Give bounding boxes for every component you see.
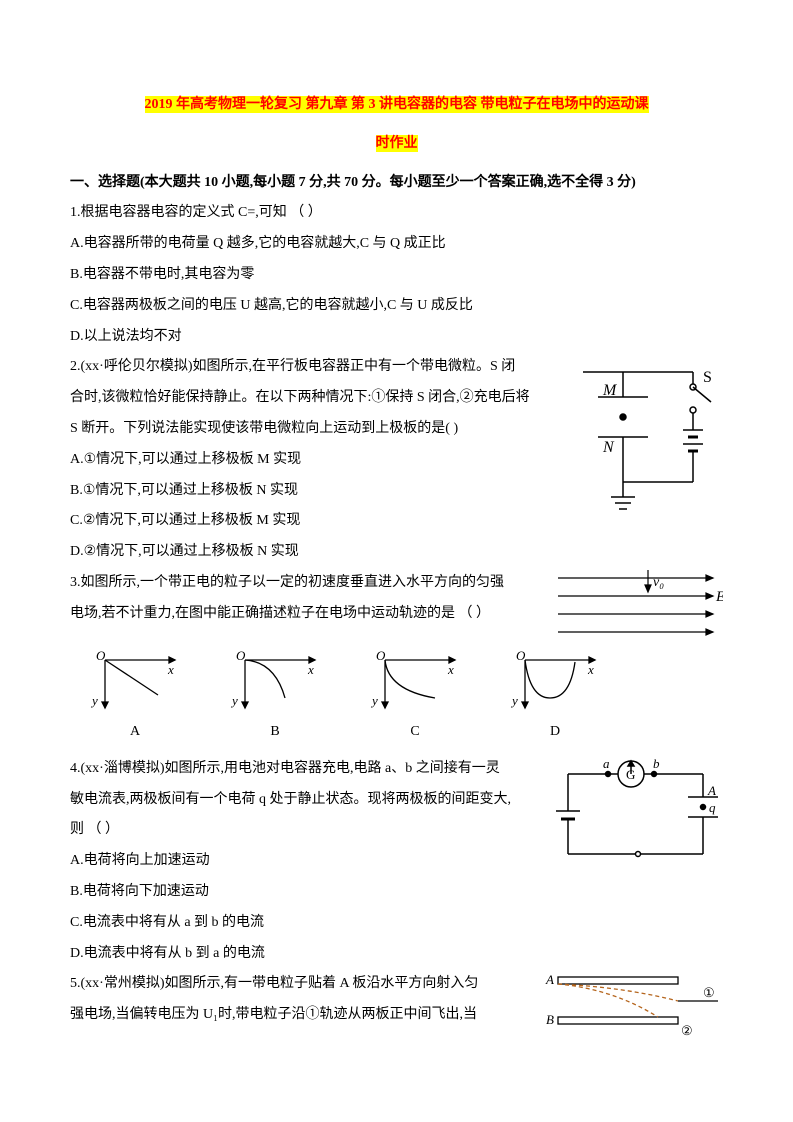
q3-text: 3.如图所示,一个带正电的粒子以一定的初速度垂直进入水平方向的匀强 电场,若不计… xyxy=(70,568,543,630)
q5-row: 5.(xx·常州模拟)如图所示,有一带电粒子贴着 A 板沿水平方向射入匀 强电场… xyxy=(70,969,723,1039)
q3-opt-d-svg: O x y xyxy=(510,650,600,715)
q5-plates-figure: A B ① ② xyxy=(543,969,723,1039)
svg-text:①: ① xyxy=(703,985,715,1000)
q3-opt-a-label: A xyxy=(90,717,180,748)
q1-opt-b: B.电容器不带电时,其电容为零 xyxy=(70,260,723,291)
svg-text:x: x xyxy=(587,662,594,677)
q2-opt-b: B.①情况下,可以通过上移极板 N 实现 xyxy=(70,476,553,507)
q4-opt-c: C.电流表中将有从 a 到 b 的电流 xyxy=(70,908,543,939)
q1-stem: 1.根据电容器电容的定义式 C=,可知 （ ） xyxy=(70,198,723,229)
q4-opt-a: A.电荷将向上加速运动 xyxy=(70,846,543,877)
q4-row: 4.(xx·淄博模拟)如图所示,用电池对电容器充电,电路 a、b 之间接有一灵 … xyxy=(70,754,723,970)
q3-stem-1: 3.如图所示,一个带正电的粒子以一定的初速度垂直进入水平方向的匀强 xyxy=(70,568,543,599)
q3-field-figure: v₀ E xyxy=(553,568,723,648)
q5-stem-2: 强电场,当偏转电压为 U₁时,带电粒子沿①轨迹从两板正中间飞出,当 xyxy=(70,1000,533,1031)
svg-text:x: x xyxy=(167,662,174,677)
q4-stem-2: 敏电流表,两极板间有一个电荷 q 处于静止状态。现将两极板的间距变大, xyxy=(70,785,543,816)
svg-text:a: a xyxy=(603,756,610,771)
svg-text:x: x xyxy=(447,662,454,677)
svg-text:E: E xyxy=(715,589,723,605)
q2-text: 2.(xx·呼伦贝尔模拟)如图所示,在平行板电容器正中有一个带电微粒。S 闭 合… xyxy=(70,352,553,568)
q5-plates-svg: A B ① ② xyxy=(543,969,723,1039)
svg-text:②: ② xyxy=(681,1023,693,1038)
q1-opt-a: A.电容器所带的电荷量 Q 越多,它的电容就越大,C 与 Q 成正比 xyxy=(70,229,723,260)
q3-opt-c-label: C xyxy=(370,717,460,748)
svg-text:y: y xyxy=(230,693,238,708)
svg-text:A: A xyxy=(545,972,554,987)
q2-opt-d: D.②情况下,可以通过上移极板 N 实现 xyxy=(70,537,553,568)
svg-text:y: y xyxy=(510,693,518,708)
q3-field-svg: v₀ E xyxy=(553,568,723,648)
q3-stem-2: 电场,若不计重力,在图中能正确描述粒子在电场中运动轨迹的是 （ ） xyxy=(70,599,543,630)
q2-stem-1: 2.(xx·呼伦贝尔模拟)如图所示,在平行板电容器正中有一个带电微粒。S 闭 xyxy=(70,352,553,383)
q3-opt-b: O x y B xyxy=(230,650,320,748)
q2-opt-c: C.②情况下,可以通过上移极板 M 实现 xyxy=(70,506,553,537)
q4-text: 4.(xx·淄博模拟)如图所示,用电池对电容器充电,电路 a、b 之间接有一灵 … xyxy=(70,754,543,970)
q4-circuit-svg: G a b A q xyxy=(553,754,723,874)
svg-text:q: q xyxy=(709,800,716,815)
title-line-2: 时作业 xyxy=(376,135,418,152)
svg-text:A: A xyxy=(707,783,716,798)
q3-opt-d: O x y D xyxy=(510,650,600,748)
q2-stem-3: S 断开。下列说法能实现使该带电微粒向上运动到上极板的是( ) xyxy=(70,414,553,445)
q5-stem-1: 5.(xx·常州模拟)如图所示,有一带电粒子贴着 A 板沿水平方向射入匀 xyxy=(70,969,533,1000)
svg-text:B: B xyxy=(546,1012,554,1027)
svg-text:S: S xyxy=(703,369,712,386)
q3-row: 3.如图所示,一个带正电的粒子以一定的初速度垂直进入水平方向的匀强 电场,若不计… xyxy=(70,568,723,648)
q4-opt-d: D.电流表中将有从 b 到 a 的电流 xyxy=(70,939,543,970)
q3-opt-b-label: B xyxy=(230,717,320,748)
q3-opt-c-svg: O x y xyxy=(370,650,460,715)
q2-circuit-svg: S M N xyxy=(563,352,723,527)
svg-text:N: N xyxy=(602,439,615,456)
svg-text:O: O xyxy=(96,650,106,663)
q4-stem-1: 4.(xx·淄博模拟)如图所示,用电池对电容器充电,电路 a、b 之间接有一灵 xyxy=(70,754,543,785)
svg-text:v₀: v₀ xyxy=(653,575,664,590)
title-block: 2019 年高考物理一轮复习 第九章 第 3 讲电容器的电容 带电粒子在电场中的… xyxy=(70,90,723,121)
q1-opt-c: C.电容器两极板之间的电压 U 越高,它的电容就越小,C 与 U 成反比 xyxy=(70,291,723,322)
svg-text:O: O xyxy=(236,650,246,663)
svg-text:y: y xyxy=(90,693,98,708)
q4-stem-3: 则 （ ） xyxy=(70,815,543,846)
q3-opt-c: O x y C xyxy=(370,650,460,748)
svg-text:M: M xyxy=(602,382,618,399)
q1-opt-d: D.以上说法均不对 xyxy=(70,322,723,353)
svg-text:x: x xyxy=(307,662,314,677)
svg-text:y: y xyxy=(370,693,378,708)
q4-opt-b: B.电荷将向下加速运动 xyxy=(70,877,543,908)
q5-text: 5.(xx·常州模拟)如图所示,有一带电粒子贴着 A 板沿水平方向射入匀 强电场… xyxy=(70,969,533,1031)
q2-circuit-figure: S M N xyxy=(563,352,723,527)
q2-opt-a: A.①情况下,可以通过上移极板 M 实现 xyxy=(70,445,553,476)
q4-circuit-figure: G a b A q xyxy=(553,754,723,874)
q3-opt-a-svg: O x y xyxy=(90,650,180,715)
q3-opt-b-svg: O x y xyxy=(230,650,320,715)
q3-opt-a: O x y A xyxy=(90,650,180,748)
q3-opt-d-label: D xyxy=(510,717,600,748)
q3-options-row: O x y A O x y B O x xyxy=(90,650,723,748)
title-line-1: 2019 年高考物理一轮复习 第九章 第 3 讲电容器的电容 带电粒子在电场中的… xyxy=(145,96,649,113)
q2-row: 2.(xx·呼伦贝尔模拟)如图所示,在平行板电容器正中有一个带电微粒。S 闭 合… xyxy=(70,352,723,568)
title-block-2: 时作业 xyxy=(70,129,723,160)
svg-text:b: b xyxy=(653,756,660,771)
section-1-header: 一、选择题(本大题共 10 小题,每小题 7 分,共 70 分。每小题至少一个答… xyxy=(70,168,723,199)
q2-stem-2: 合时,该微粒恰好能保持静止。在以下两种情况下:①保持 S 闭合,②充电后将 xyxy=(70,383,553,414)
